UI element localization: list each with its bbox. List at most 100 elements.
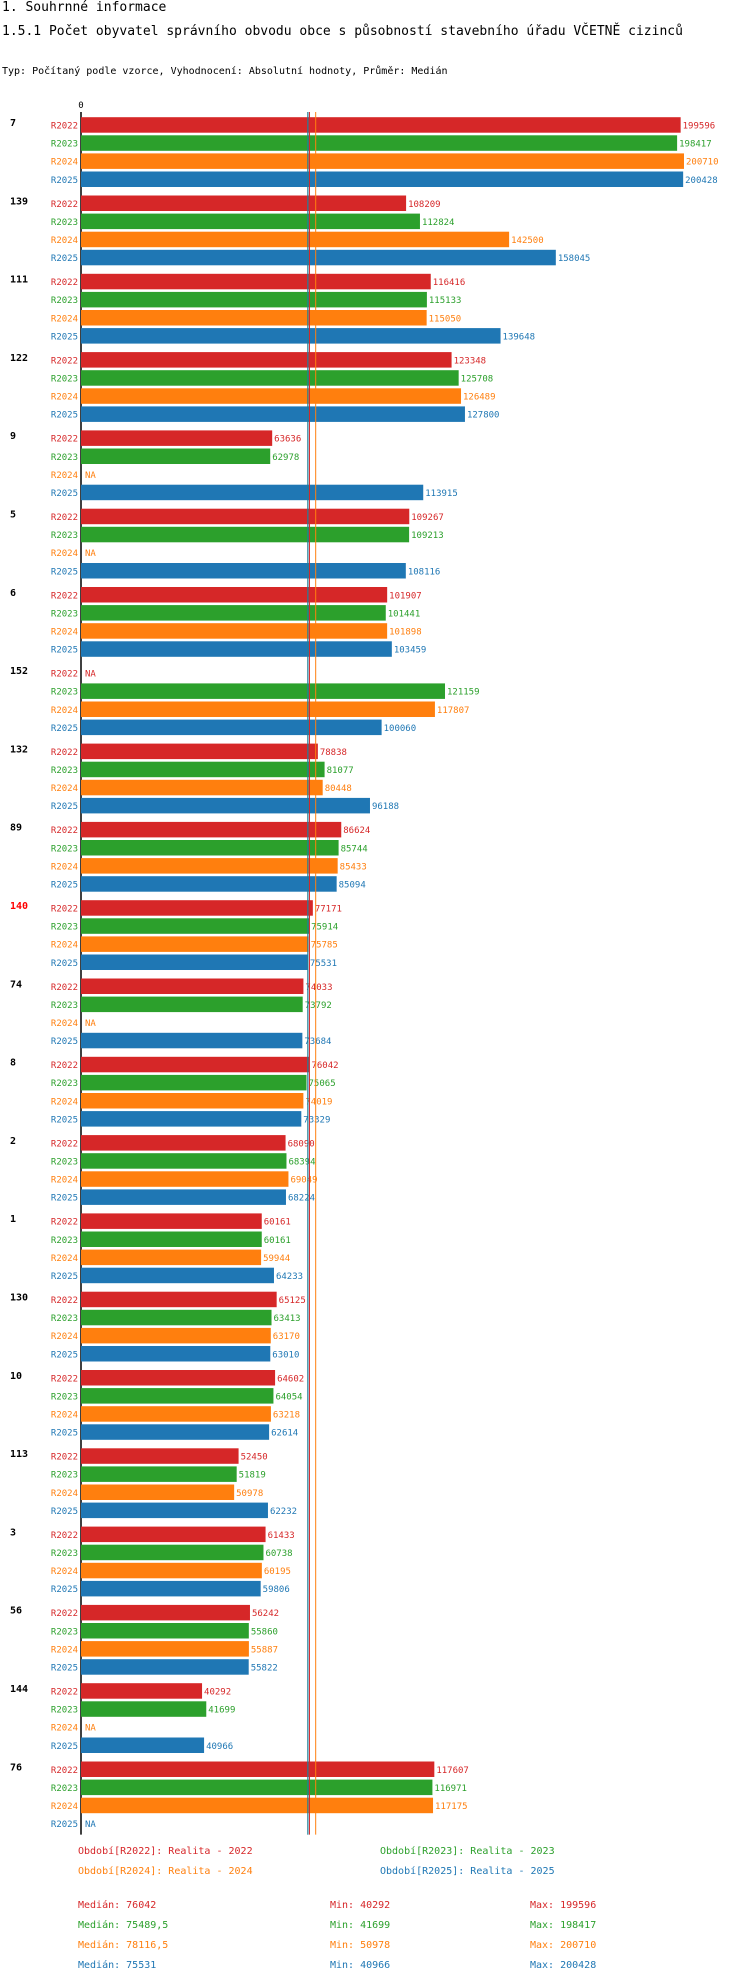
series-label-111-R2025: R2025 [51,332,78,342]
value-label-130-R2022: 65125 [279,1296,306,1306]
bar-140-R2025 [81,954,308,970]
series-label-111-R2022: R2022 [51,278,78,288]
bar-5-R2025 [81,563,406,579]
series-label-144-R2025: R2025 [51,1742,78,1752]
series-label-1-R2022: R2022 [51,1218,78,1228]
group-label-74: 74 [10,979,22,990]
bar-6-R2022 [81,587,388,603]
value-label-111-R2023: 115133 [429,296,462,306]
group-label-76: 76 [10,1762,22,1773]
value-label-3-R2022: 61433 [268,1531,295,1541]
series-label-140-R2023: R2023 [51,923,78,933]
bar-7-R2022 [81,117,681,133]
value-label-8-R2024: 74019 [305,1097,332,1107]
bar-139-R2022 [81,195,407,211]
series-label-89-R2025: R2025 [51,880,78,890]
series-label-10-R2024: R2024 [51,1410,78,1420]
value-label-152-R2024: 117807 [437,706,470,716]
series-label-89-R2024: R2024 [51,862,78,872]
value-label-122-R2022: 123348 [454,356,487,366]
bar-2-R2024 [81,1171,289,1187]
bar-132-R2024 [81,779,323,796]
group-label-6: 6 [10,588,16,599]
value-label-1-R2023: 60161 [264,1236,291,1246]
value-label-113-R2025: 62232 [270,1507,297,1517]
series-label-56-R2023: R2023 [51,1627,78,1637]
series-label-9-R2022: R2022 [51,435,78,445]
group-label-130: 130 [10,1293,28,1304]
stat-max-r2023: Max: 198417 [530,1920,597,1931]
bar-122-R2023 [81,370,459,386]
bar-139-R2025 [81,249,556,266]
group-label-5: 5 [10,510,16,521]
group-label-7: 7 [10,118,16,129]
value-label-7-R2024: 200710 [686,158,719,168]
value-label-6-R2023: 101441 [388,609,421,619]
bar-89-R2025 [81,876,337,892]
value-label-122-R2023: 125708 [461,374,494,384]
series-label-76-R2022: R2022 [51,1766,78,1776]
series-label-7-R2023: R2023 [51,140,78,150]
series-label-74-R2022: R2022 [51,983,78,993]
value-label-132-R2024: 80448 [325,784,352,794]
stat-median-r2024: Medián: 78116,5 [78,1940,169,1951]
bar-3-R2025 [81,1580,261,1597]
bar-130-R2022 [81,1291,277,1308]
value-label-152-R2025: 100060 [384,724,417,734]
value-label-144-R2022: 40292 [204,1687,231,1697]
value-label-56-R2022: 56242 [252,1609,279,1619]
bar-8-R2023 [81,1074,307,1091]
bar-132-R2025 [81,797,370,814]
series-label-113-R2023: R2023 [51,1471,78,1481]
section-title: 1. Souhrnné informace [2,0,167,15]
na-label-152-R2022: NA [85,670,96,680]
series-label-139-R2025: R2025 [51,254,78,264]
bar-6-R2025 [81,641,392,657]
value-label-6-R2025: 103459 [394,646,427,656]
group-label-122: 122 [10,353,28,364]
value-label-76-R2023: 116971 [434,1784,467,1794]
group-label-113: 113 [10,1449,28,1460]
na-label-144-R2024: NA [85,1724,96,1734]
series-label-5-R2025: R2025 [51,567,78,577]
series-label-2-R2024: R2024 [51,1176,78,1186]
bar-5-R2022 [81,508,410,525]
series-label-140-R2025: R2025 [51,959,78,969]
stat-min-r2024: Min: 50978 [330,1940,391,1951]
series-label-5-R2022: R2022 [51,513,78,523]
series-label-140-R2024: R2024 [51,941,78,951]
value-label-139-R2025: 158045 [558,254,591,264]
bar-89-R2022 [81,821,342,838]
bar-89-R2024 [81,858,338,874]
series-label-76-R2024: R2024 [51,1802,78,1812]
series-label-3-R2024: R2024 [51,1567,78,1577]
group-label-139: 139 [10,196,28,207]
series-label-74-R2023: R2023 [51,1001,78,1011]
series-label-5-R2024: R2024 [51,549,78,559]
bar-6-R2024 [81,623,388,639]
value-label-1-R2022: 60161 [264,1218,291,1228]
bar-140-R2023 [81,918,310,934]
value-label-7-R2025: 200428 [685,176,718,186]
group-label-2: 2 [10,1136,16,1147]
bar-1-R2022 [81,1213,262,1229]
series-label-10-R2025: R2025 [51,1429,78,1439]
bar-130-R2024 [81,1327,271,1344]
value-label-132-R2023: 81077 [327,766,354,776]
bar-3-R2022 [81,1526,266,1543]
series-label-7-R2024: R2024 [51,158,78,168]
bar-74-R2023 [81,996,303,1013]
series-label-122-R2022: R2022 [51,356,78,366]
bar-89-R2023 [81,840,339,856]
group-label-56: 56 [10,1606,22,1617]
stat-min-r2023: Min: 41699 [330,1920,391,1931]
bar-122-R2022 [81,352,452,368]
bar-76-R2024 [81,1797,434,1814]
bar-152-R2024 [81,701,435,717]
series-label-152-R2023: R2023 [51,688,78,698]
value-label-122-R2024: 126489 [463,393,496,403]
series-label-111-R2024: R2024 [51,314,78,324]
series-label-8-R2022: R2022 [51,1061,78,1071]
bar-76-R2022 [81,1761,435,1777]
series-label-2-R2023: R2023 [51,1157,78,1167]
